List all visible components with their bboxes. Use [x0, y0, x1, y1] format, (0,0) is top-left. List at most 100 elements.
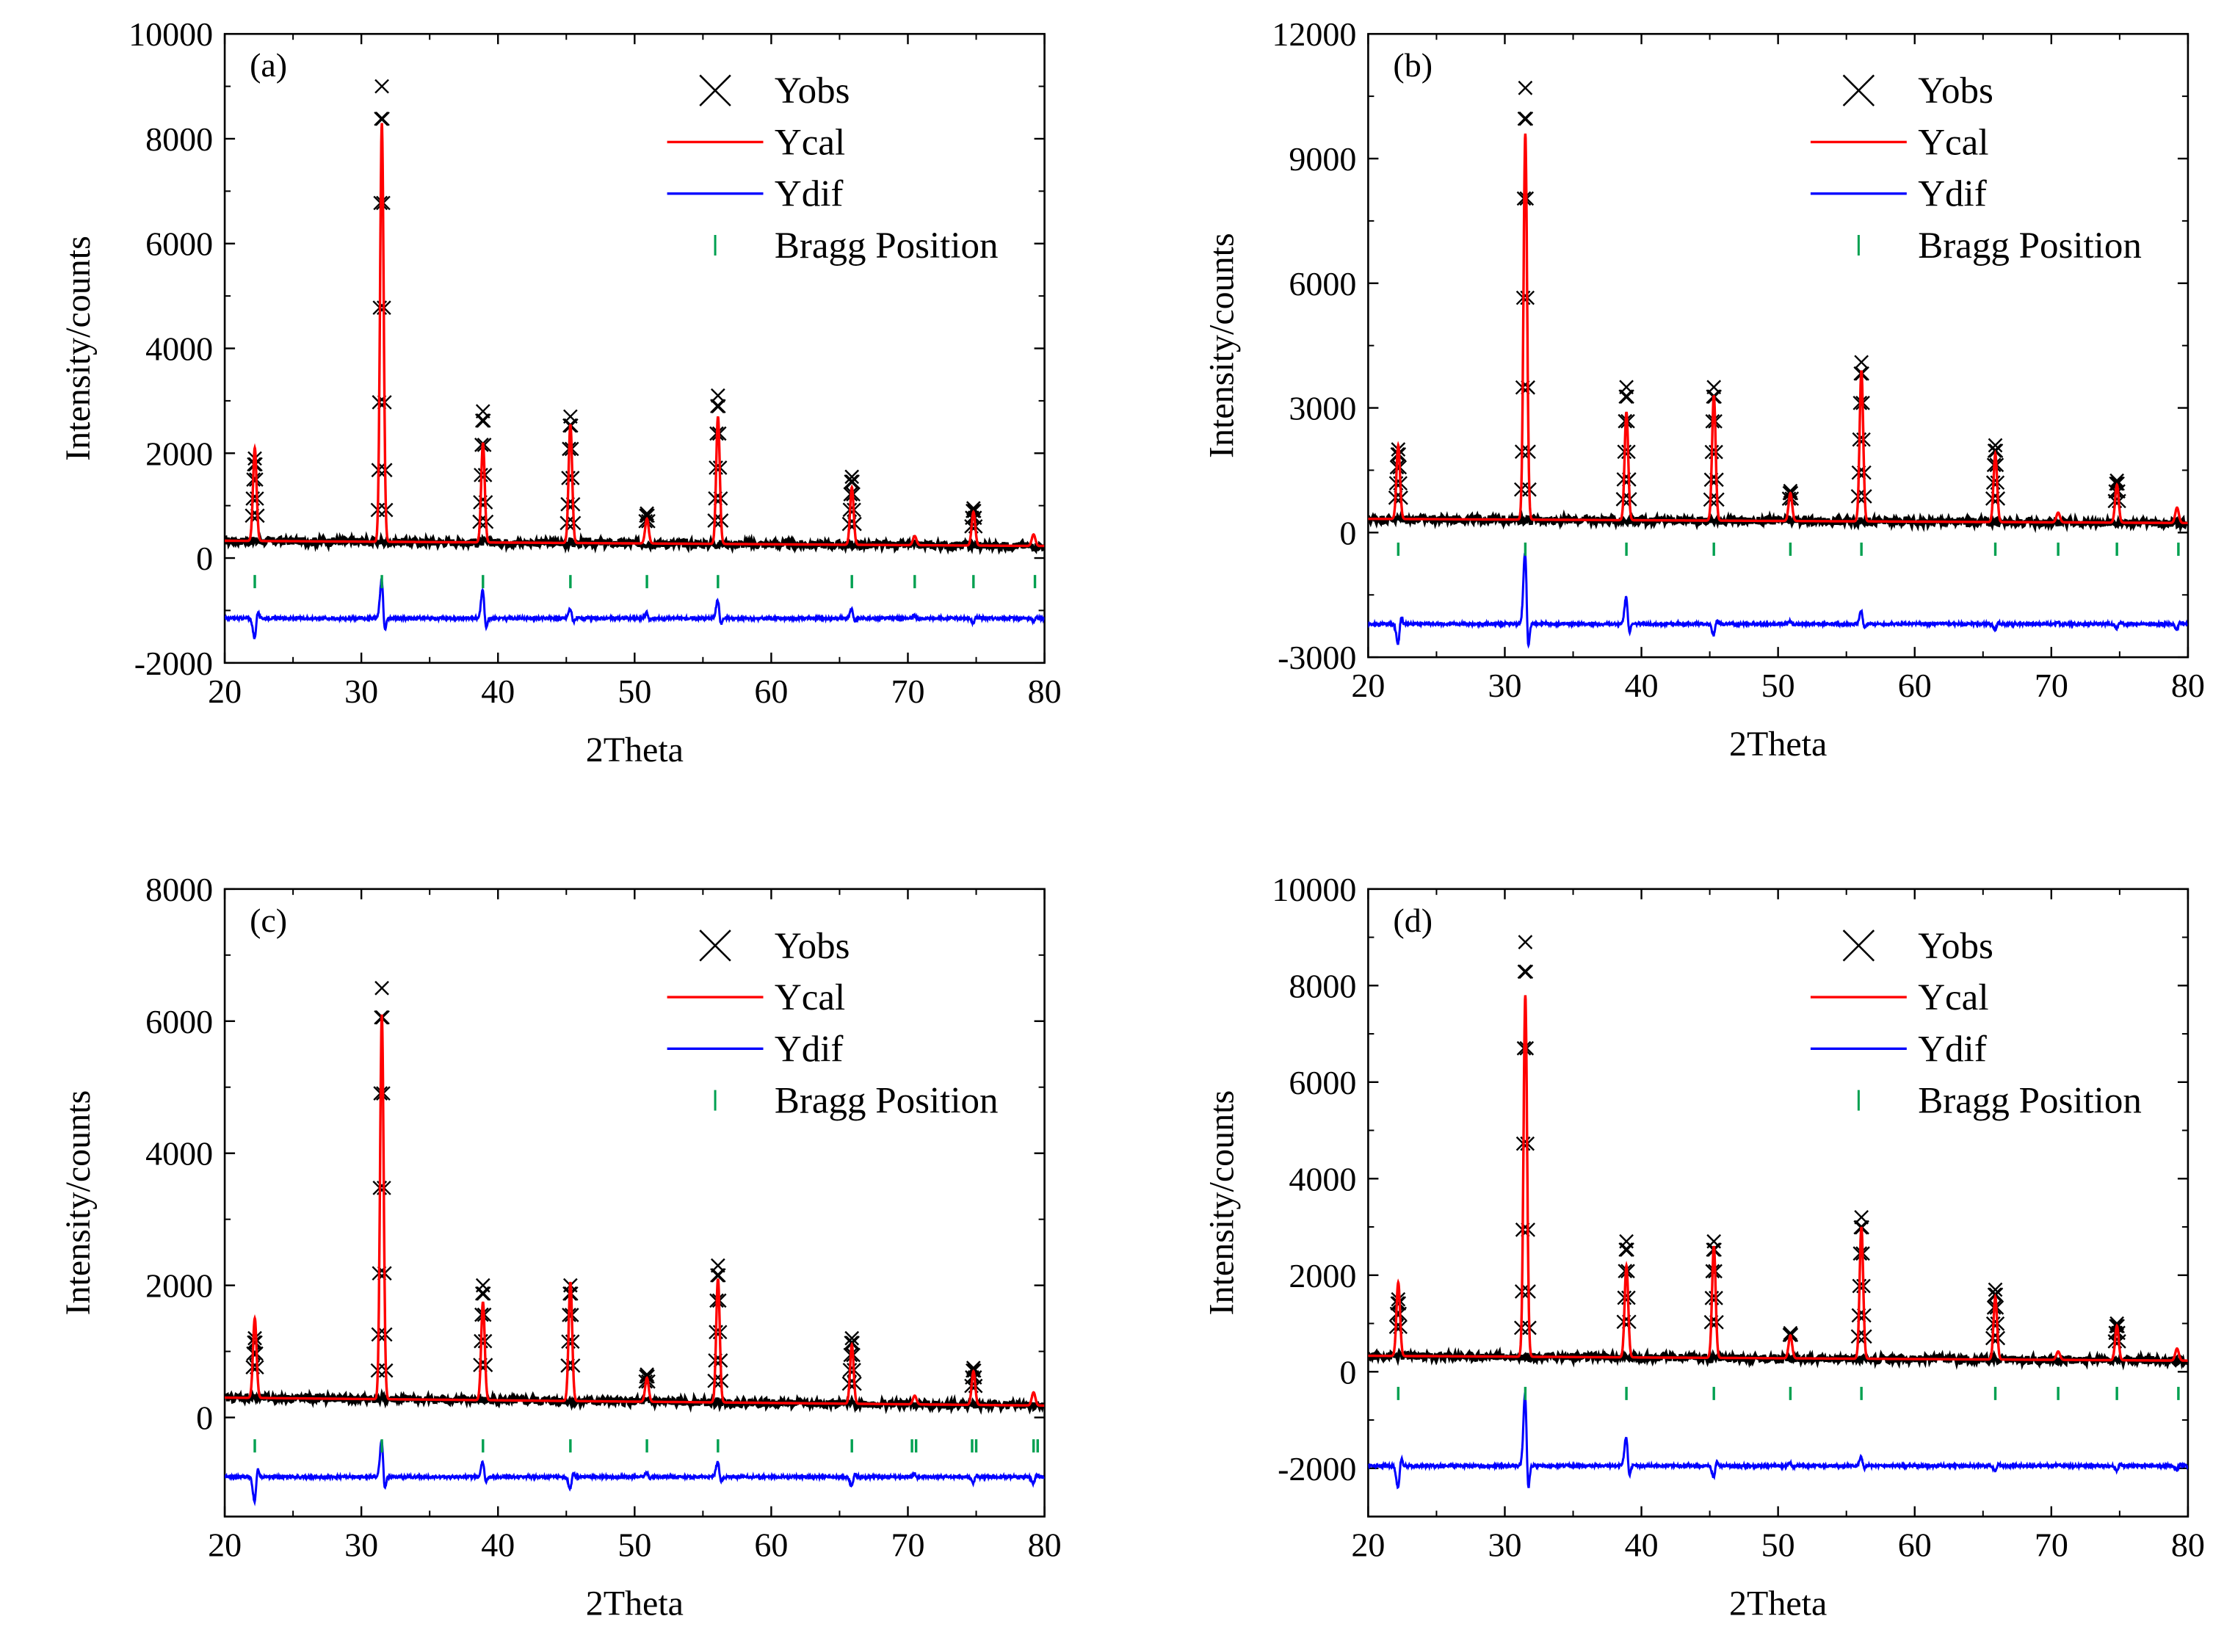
y-tick-label: 2000 [145, 435, 213, 472]
x-tick-label: 70 [891, 673, 924, 710]
legend: Yobs Ycal Ydif Bragg Position [1810, 926, 2142, 1122]
legend-yobs-symbol [699, 74, 731, 106]
yobs-marker [640, 1369, 655, 1384]
y-tick-label: -3000 [1278, 639, 1356, 676]
ycal-series [225, 123, 1045, 548]
legend: Yobs Ycal Ydif Bragg Position [1810, 70, 2142, 267]
y-tick-label: 0 [196, 1399, 213, 1437]
yobs-marker [711, 399, 726, 414]
x-tick-label: 40 [1625, 667, 1659, 704]
yobs-marker [845, 474, 860, 489]
yobs-series [1368, 80, 2188, 534]
x-tick-label: 60 [754, 1526, 788, 1564]
legend-yobs-symbol [1842, 930, 1875, 962]
y-tick-label: 10000 [1272, 871, 1356, 908]
y-tick-label: 3000 [1289, 390, 1356, 427]
y-tick-label: 8000 [1289, 967, 1356, 1004]
legend-yobs-symbol [699, 930, 731, 962]
data-layer [1368, 935, 2188, 1490]
yobs-marker [845, 1336, 860, 1350]
y-tick-label: 8000 [145, 120, 213, 158]
plot-frame [1367, 32, 2190, 659]
y-tick-label: -2000 [1278, 1450, 1356, 1488]
x-tick-label: 20 [208, 673, 242, 710]
yobs-marker [711, 1268, 726, 1283]
data-layer [225, 980, 1045, 1507]
legend-label: Bragg Position [775, 225, 999, 267]
ydif-series [1368, 549, 2188, 649]
yobs-marker [476, 413, 491, 428]
y-tick-label: 4000 [145, 330, 213, 368]
yobs-marker [1988, 1287, 2004, 1303]
yobs-marker [1987, 1287, 2002, 1303]
ydif-series [225, 1439, 1045, 1507]
x-tick-label: 30 [1488, 1526, 1521, 1564]
y-tick-label: 6000 [145, 1003, 213, 1040]
legend-label: Ycal [775, 977, 845, 1018]
legend: Yobs Ycal Ydif Bragg Position [667, 926, 999, 1122]
panel-0: -2000 0 2000 4000 6000 8000 10000 20 30 40 50 60 70 8… [59, 15, 1061, 769]
ycal-series [225, 1014, 1045, 1408]
y-tick-label: 4000 [1289, 1160, 1356, 1198]
yobs-marker [1517, 964, 1532, 979]
y-tick-label: 9000 [1289, 140, 1356, 178]
yobs-marker [1518, 964, 1534, 979]
y-axis-title: Intensity/counts [59, 236, 98, 461]
yobs-marker [476, 1286, 491, 1301]
x-tick-label: 60 [754, 673, 788, 710]
x-tick-label: 30 [1488, 667, 1521, 704]
x-tick-label: 70 [2035, 667, 2068, 704]
x-axis-title: 2Theta [1729, 1584, 1827, 1623]
panel-label: (a) [250, 46, 287, 84]
x-tick-label: 80 [1028, 1526, 1062, 1564]
x-tick-label: 50 [1761, 667, 1795, 704]
plot-frame [1367, 888, 2190, 1518]
ycal-series [1368, 133, 2188, 524]
ydif-series [225, 578, 1045, 640]
x-tick-label: 60 [1898, 667, 1932, 704]
x-tick-label: 40 [481, 673, 515, 710]
x-tick-label: 80 [2171, 1526, 2205, 1564]
yobs-series [225, 79, 1045, 555]
y-tick-label: 0 [1339, 1353, 1356, 1391]
yobs-marker [1391, 1291, 1406, 1307]
y-tick-label: 10000 [128, 15, 213, 53]
legend-label: Bragg Position [775, 1081, 999, 1122]
x-tick-label: 50 [617, 1526, 651, 1564]
legend-label: Ydif [1918, 174, 1987, 215]
legend-label: Bragg Position [1918, 1081, 2142, 1122]
legend-label: Ycal [1918, 977, 1988, 1018]
x-tick-label: 80 [2171, 667, 2205, 704]
x-tick-label: 20 [208, 1526, 242, 1564]
x-tick-label: 20 [1351, 1526, 1385, 1564]
yobs-marker [1518, 80, 1533, 95]
data-layer [1368, 80, 2188, 649]
x-tick-label: 50 [1761, 1526, 1795, 1564]
x-axis-title: 2Theta [586, 731, 684, 769]
y-axis-title: Intensity/counts [1202, 1090, 1241, 1316]
x-axis-title: 2Theta [586, 1584, 684, 1623]
y-axis-title: Intensity/counts [1202, 233, 1241, 458]
y-tick-label: 12000 [1272, 15, 1356, 53]
ydif-series [1368, 1392, 2188, 1490]
yobs-marker [1987, 443, 2002, 458]
ycal-series [1368, 995, 2188, 1362]
x-tick-label: 40 [481, 1526, 515, 1564]
yobs-marker [247, 1330, 262, 1346]
yobs-marker [639, 1369, 653, 1384]
yobs-marker [844, 469, 860, 485]
panel-1: -3000 0 3000 6000 9000 12000 20 30 40 50 60 70 80 2Th… [1202, 15, 2204, 764]
yobs-marker [374, 79, 389, 94]
yobs-marker [1988, 443, 2004, 458]
yobs-marker [844, 474, 859, 489]
yobs-marker [1620, 389, 1634, 405]
x-tick-label: 20 [1351, 667, 1385, 704]
x-tick-label: 70 [2035, 1526, 2068, 1564]
legend-label: Ycal [775, 122, 845, 163]
data-layer [225, 79, 1045, 640]
legend-label: Ydif [1918, 1029, 1987, 1070]
yobs-series [225, 980, 1045, 1415]
yobs-marker [844, 1330, 860, 1346]
yobs-marker [375, 111, 390, 126]
